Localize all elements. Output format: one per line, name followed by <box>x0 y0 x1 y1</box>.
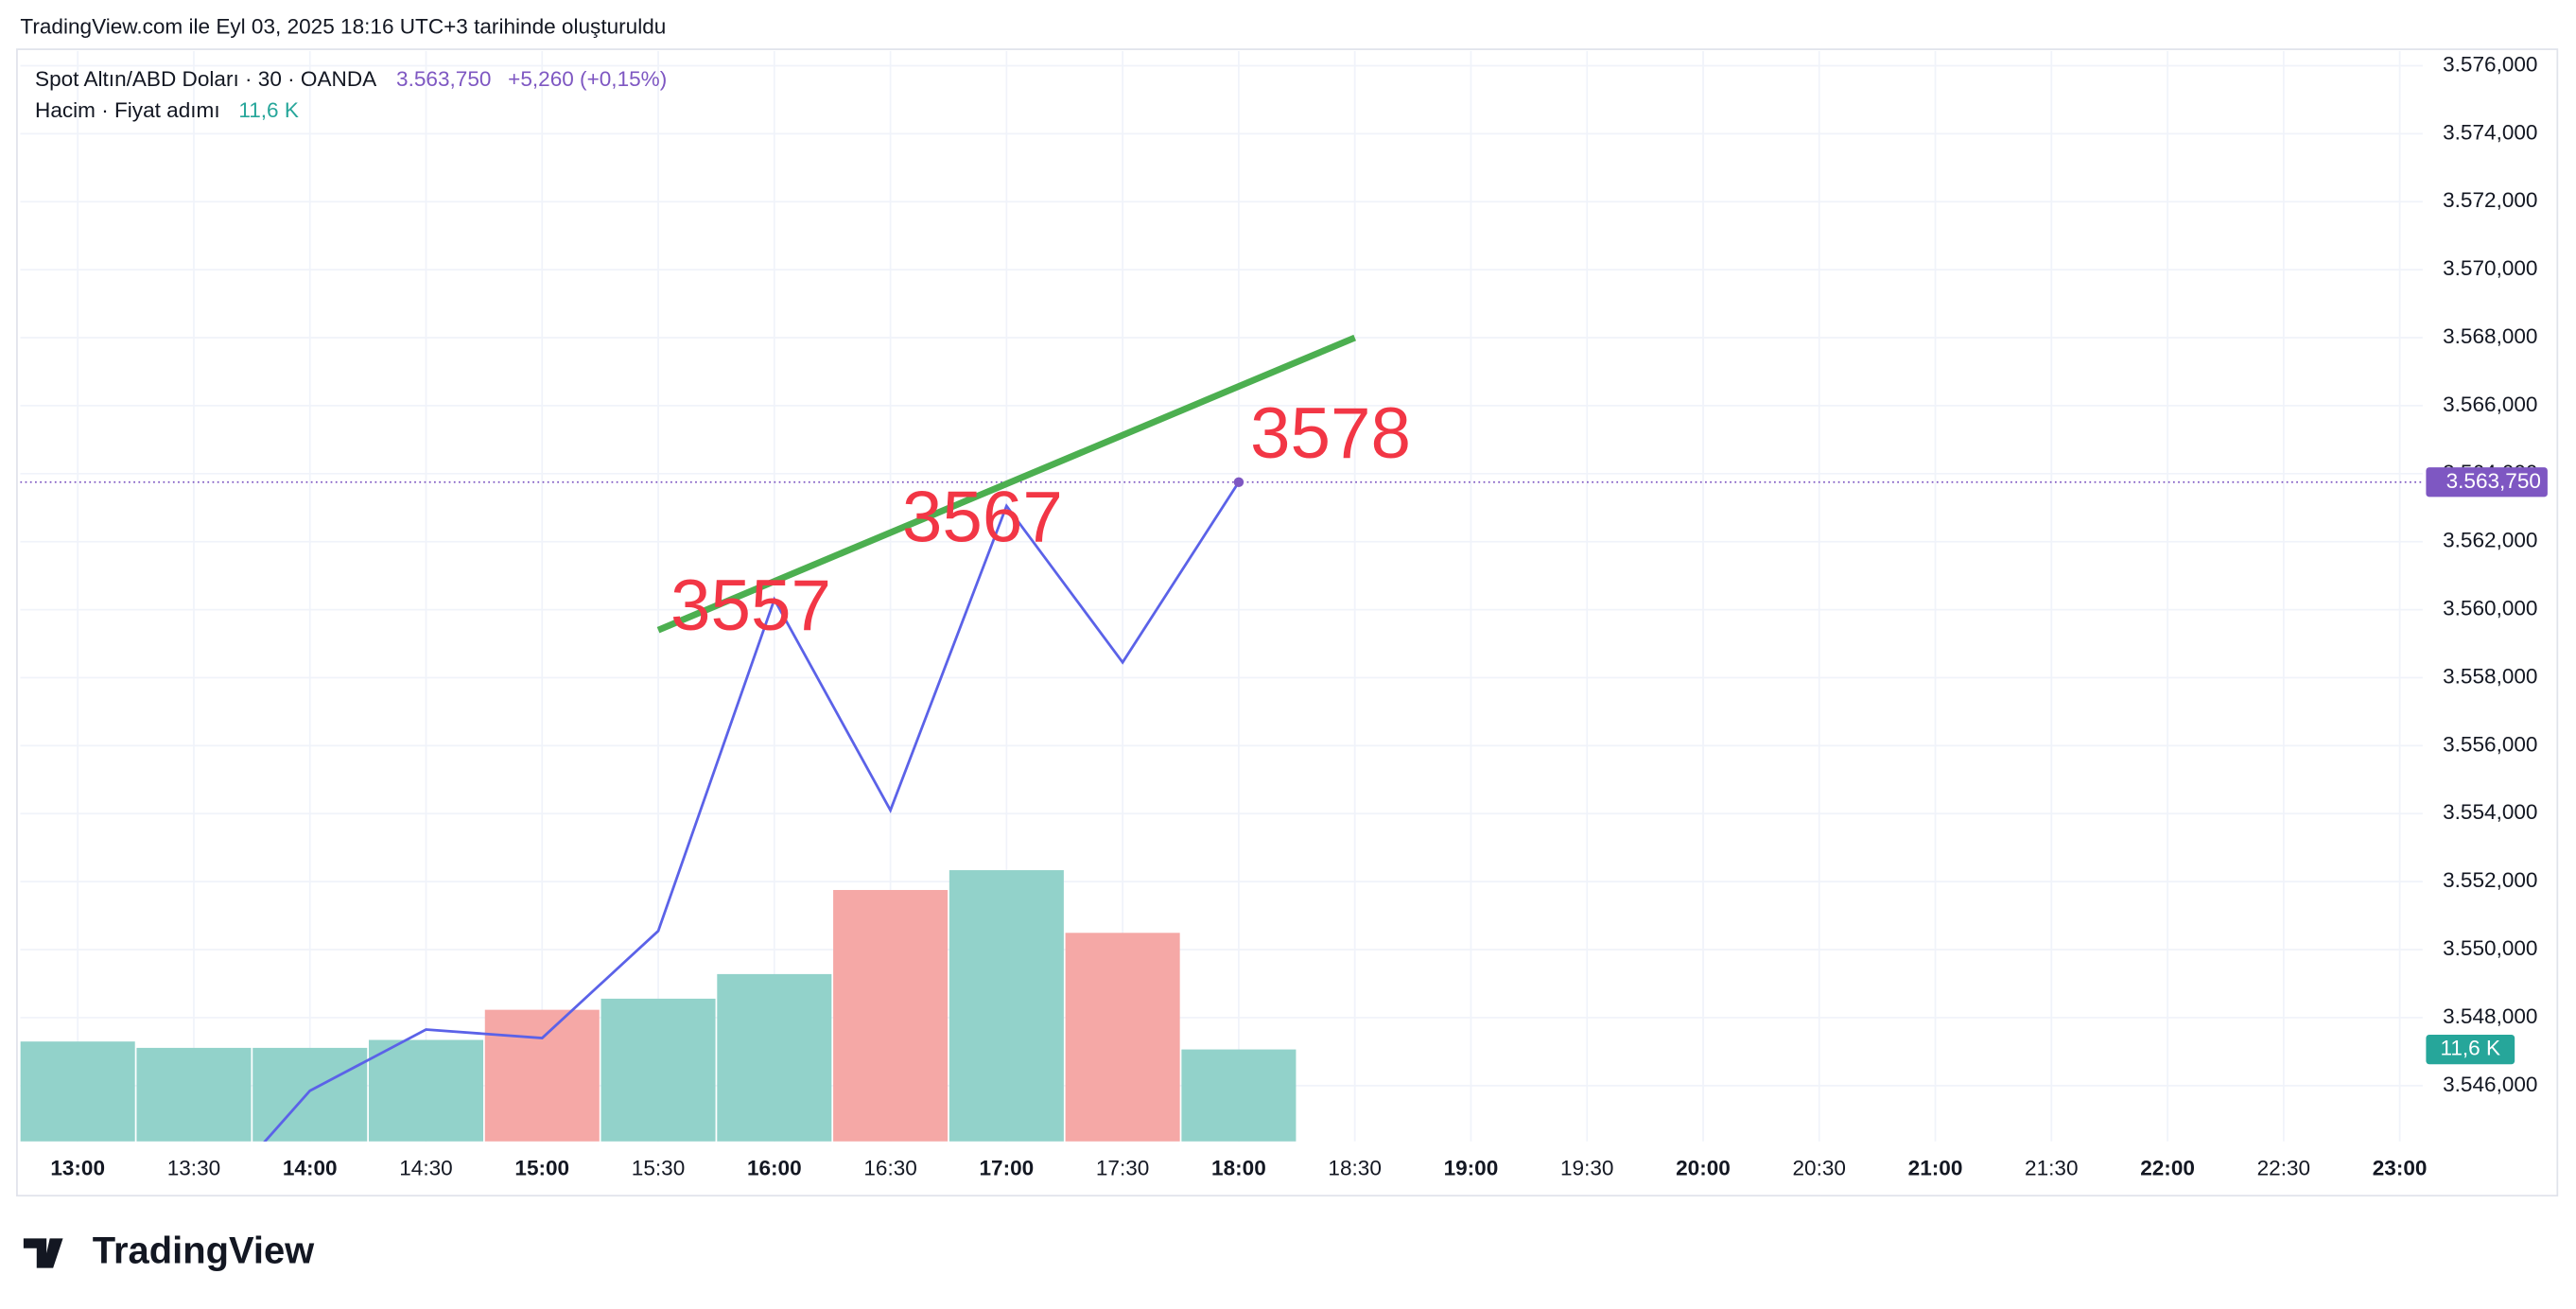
x-tick-label: 17:00 <box>980 1156 1035 1179</box>
trend-line <box>656 334 1357 634</box>
y-tick-label: 3.560,000 <box>2443 597 2537 620</box>
grid <box>20 50 2423 1142</box>
y-tick-label: 3.574,000 <box>2443 120 2537 144</box>
y-tick-label: 3.576,000 <box>2443 52 2537 76</box>
x-tick-label: 14:30 <box>399 1156 452 1179</box>
x-tick-label: 22:00 <box>2140 1156 2195 1179</box>
volume-bar <box>717 973 832 1142</box>
logo-text: TradingView <box>93 1230 315 1272</box>
y-tick-label: 3.562,000 <box>2443 529 2537 552</box>
legend-symbol: Spot Altın/ABD Doları · 30 · OANDA <box>35 67 376 91</box>
x-tick-label: 13:30 <box>167 1156 220 1179</box>
annotation: 3578 <box>1250 393 1411 474</box>
axes: 3.546,000 3.548,000 3.550,000 3.552,000 3.55… <box>50 52 2548 1179</box>
volume-bar <box>1065 933 1180 1142</box>
volume-bar <box>484 1009 600 1142</box>
legend-volume-value: 11,6 K <box>238 98 299 122</box>
annotation: 3557 <box>670 566 831 646</box>
volume-tag-text: 11,6 K <box>2441 1037 2501 1060</box>
chart-frame <box>16 48 2559 1197</box>
y-tick-label: 3.552,000 <box>2443 868 2537 892</box>
x-tick-label: 23:00 <box>2373 1156 2428 1179</box>
volume-bar <box>833 889 949 1142</box>
x-tick-label: 20:30 <box>1793 1156 1846 1179</box>
volume-bar <box>252 1047 368 1142</box>
x-tick-label: 17:30 <box>1096 1156 1149 1179</box>
x-tick-label: 16:30 <box>863 1156 916 1179</box>
price-tag <box>2426 467 2548 497</box>
y-tick-label: 3.572,000 <box>2443 188 2537 212</box>
price-line <box>263 481 1241 1142</box>
volume-bar <box>136 1047 252 1142</box>
y-tick-label: 3.566,000 <box>2443 393 2537 416</box>
y-tick-label: 3.558,000 <box>2443 664 2537 688</box>
volume-tag <box>2426 1034 2515 1065</box>
x-tick-label: 21:30 <box>2025 1156 2078 1179</box>
y-tick-label: 3.554,000 <box>2443 800 2537 824</box>
volume-bar <box>949 870 1064 1142</box>
legend-change: +5,260 (+0,15%) <box>508 67 667 91</box>
legend-price: 3.563,750 <box>396 67 491 91</box>
price-layer <box>263 334 1357 1142</box>
y-tick-label: 3.570,000 <box>2443 256 2537 280</box>
x-tick-label: 14:00 <box>283 1156 338 1179</box>
volume-bar <box>20 1041 135 1142</box>
x-tick-label: 19:30 <box>1560 1156 1613 1179</box>
volume-bar <box>600 998 716 1142</box>
x-tick-label: 18:00 <box>1211 1156 1266 1179</box>
y-tick-label: 3.550,000 <box>2443 936 2537 960</box>
y-tick-label: 3.546,000 <box>2443 1073 2537 1096</box>
y-tick-label: 3.556,000 <box>2443 732 2537 756</box>
x-tick-label: 15:00 <box>514 1156 569 1179</box>
volume-bar <box>1181 1049 1297 1142</box>
volume-bar <box>368 1039 484 1142</box>
y-tick-label: 3.568,000 <box>2443 324 2537 348</box>
x-tick-label: 16:00 <box>747 1156 802 1179</box>
annotation: 3567 <box>902 477 1063 557</box>
last-point <box>1233 477 1244 488</box>
caption: TradingView.com ile Eyl 03, 2025 18:16 U… <box>20 14 666 38</box>
logo: TradingView <box>23 1230 315 1272</box>
x-tick-label: 19:00 <box>1444 1156 1499 1179</box>
x-tick-label: 15:30 <box>632 1156 685 1179</box>
legend-volume: Hacim · Fiyat adımı <box>35 98 220 122</box>
y-tick-label: 3.548,000 <box>2443 1004 2537 1028</box>
x-tick-label: 18:30 <box>1328 1156 1381 1179</box>
x-tick-label: 13:00 <box>50 1156 105 1179</box>
price-tag-text: 3.563,750 <box>2446 469 2541 493</box>
volume-layer <box>20 870 1297 1142</box>
x-tick-label: 22:30 <box>2257 1156 2310 1179</box>
x-tick-label: 20:00 <box>1676 1156 1731 1179</box>
x-tick-label: 21:00 <box>1908 1156 1963 1179</box>
